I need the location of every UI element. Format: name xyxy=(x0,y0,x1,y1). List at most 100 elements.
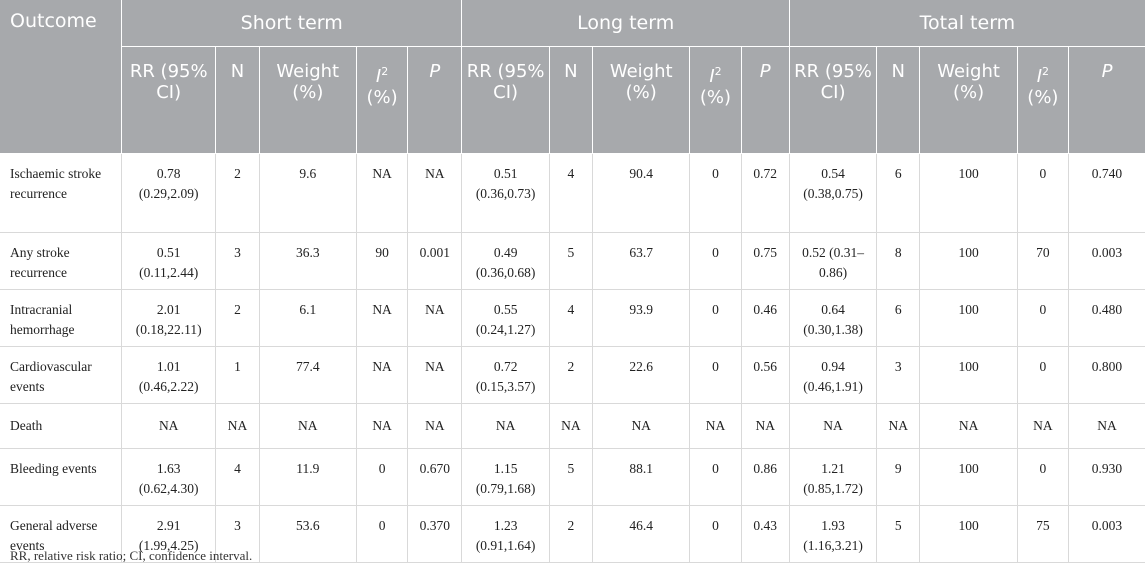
i2-superscript: 2 xyxy=(1042,65,1050,78)
cell-short-weight: NA xyxy=(259,403,357,449)
cell-long-n: 5 xyxy=(549,232,593,290)
cell-total-weight: 100 xyxy=(919,448,1018,506)
outcome-cell: Cardiovascular events xyxy=(0,346,122,404)
cell-long-rr: 1.15 (0.79,1.68) xyxy=(461,448,550,506)
table-row: Intracranial hemorrhage 2.01 (0.18,22.11)… xyxy=(0,289,1145,347)
cell-long-rr: 0.49 (0.36,0.68) xyxy=(461,232,550,290)
table-row: Ischaemic stroke recurrence 0.78 (0.29,2.… xyxy=(0,153,1145,233)
cell-total-rr: 0.54 (0.38,0.75) xyxy=(789,153,878,233)
cell-total-n: 9 xyxy=(876,448,921,506)
cell-long-i2: 0 xyxy=(689,289,742,347)
cell-long-p: 0.43 xyxy=(741,505,790,563)
cell-total-weight: 100 xyxy=(919,232,1018,290)
cell-long-i2: 0 xyxy=(689,505,742,563)
cell-short-n: NA xyxy=(215,403,260,449)
cell-short-i2: 0 xyxy=(356,448,409,506)
cell-long-p: NA xyxy=(741,403,790,449)
cell-long-n: 4 xyxy=(549,289,593,347)
cell-long-p: 0.86 xyxy=(741,448,790,506)
table-row: Any stroke recurrence 0.51 (0.11,2.44) 3 36… xyxy=(0,232,1145,290)
header-row-groups: Outcome Short term Long term Total term xyxy=(0,0,1145,154)
cell-total-n: 8 xyxy=(876,232,921,290)
col-header-rr: RR (95% CI) xyxy=(789,46,878,154)
cell-short-p: 0.670 xyxy=(407,448,463,506)
cell-short-p: NA xyxy=(407,153,463,233)
outcome-cell: Any stroke recurrence xyxy=(0,232,122,290)
table-row: General adverse events 2.91 (1.99,4.25) 3 5… xyxy=(0,505,1145,563)
cell-total-rr: 0.94 (0.46,1.91) xyxy=(789,346,878,404)
group-header-total: Total term xyxy=(789,0,1145,47)
cell-total-i2: 0 xyxy=(1017,448,1069,506)
cell-total-i2: 75 xyxy=(1017,505,1069,563)
col-header-rr: RR (95% CI) xyxy=(121,46,217,154)
cell-total-weight: 100 xyxy=(919,153,1018,233)
cell-total-p: 0.003 xyxy=(1068,505,1145,563)
header-row-columns: RR (95% CI) N Weight (%) I2 (%) P RR (95% CI) N… xyxy=(0,46,1145,154)
p-symbol: P xyxy=(759,61,771,82)
cell-total-i2: 0 xyxy=(1017,153,1069,233)
col-header-p: P xyxy=(1068,46,1145,154)
table-row: Cardiovascular events 1.01 (0.46,2.22) 1 77… xyxy=(0,346,1145,404)
cell-long-n: 2 xyxy=(549,346,593,404)
cell-short-i2: 90 xyxy=(356,232,409,290)
cell-long-n: 5 xyxy=(549,448,593,506)
cell-short-weight: 36.3 xyxy=(259,232,357,290)
cell-long-i2: 0 xyxy=(689,448,742,506)
table-row: Death NA NA NA NA NA NA NA NA NA NA NA NA NA NA NA xyxy=(0,403,1145,449)
cell-total-p: NA xyxy=(1068,403,1145,449)
col-header-n: N xyxy=(549,46,593,154)
outcome-cell: Death xyxy=(0,403,122,449)
cell-long-weight: 63.7 xyxy=(592,232,691,290)
cell-short-i2: NA xyxy=(356,289,409,347)
col-header-weight: Weight (%) xyxy=(919,46,1018,154)
cell-total-weight: 100 xyxy=(919,346,1018,404)
cell-total-rr: 1.21 (0.85,1.72) xyxy=(789,448,878,506)
col-header-p: P xyxy=(741,46,790,154)
cell-total-i2: 0 xyxy=(1017,346,1069,404)
cell-total-rr: 0.64 (0.30,1.38) xyxy=(789,289,878,347)
cell-short-p: 0.370 xyxy=(407,505,463,563)
outcome-cell: Ischaemic stroke recurrence xyxy=(0,153,122,233)
cell-long-p: 0.75 xyxy=(741,232,790,290)
cell-long-i2: NA xyxy=(689,403,742,449)
cell-short-p: 0.001 xyxy=(407,232,463,290)
cell-total-rr: NA xyxy=(789,403,878,449)
i2-symbol: I xyxy=(1036,66,1043,87)
cell-total-weight: 100 xyxy=(919,505,1018,563)
cell-long-rr: 0.55 (0.24,1.27) xyxy=(461,289,550,347)
cell-short-rr: 2.91 (1.99,4.25) xyxy=(121,505,217,563)
p-symbol: P xyxy=(1101,61,1113,82)
i2-superscript: 2 xyxy=(714,65,722,78)
cell-short-rr: 0.51 (0.11,2.44) xyxy=(121,232,217,290)
cell-total-weight: NA xyxy=(919,403,1018,449)
col-header-i2: I2 (%) xyxy=(356,46,409,154)
cell-long-i2: 0 xyxy=(689,346,742,404)
col-header-rr: RR (95% CI) xyxy=(461,46,550,154)
cell-short-rr: 0.78 (0.29,2.09) xyxy=(121,153,217,233)
cell-short-weight: 77.4 xyxy=(259,346,357,404)
cell-total-n: NA xyxy=(876,403,921,449)
cell-long-weight: NA xyxy=(592,403,691,449)
cell-long-i2: 0 xyxy=(689,232,742,290)
cell-short-i2: NA xyxy=(356,403,409,449)
cell-long-p: 0.46 xyxy=(741,289,790,347)
cell-total-rr: 0.52 (0.31–0.86) xyxy=(789,232,878,290)
cell-short-i2: 0 xyxy=(356,505,409,563)
cell-long-n: 4 xyxy=(549,153,593,233)
cell-long-rr: NA xyxy=(461,403,550,449)
cell-long-n: 2 xyxy=(549,505,593,563)
cell-total-weight: 100 xyxy=(919,289,1018,347)
cell-long-n: NA xyxy=(549,403,593,449)
cell-long-weight: 46.4 xyxy=(592,505,691,563)
col-header-weight: Weight (%) xyxy=(592,46,691,154)
group-header-long: Long term xyxy=(461,0,790,47)
cell-long-weight: 90.4 xyxy=(592,153,691,233)
i2-unit: (%) xyxy=(1027,87,1059,108)
cell-short-weight: 9.6 xyxy=(259,153,357,233)
cell-short-n: 4 xyxy=(215,448,260,506)
cell-long-i2: 0 xyxy=(689,153,742,233)
table-body: Ischaemic stroke recurrence 0.78 (0.29,2.… xyxy=(0,153,1145,563)
cell-short-rr: 2.01 (0.18,22.11) xyxy=(121,289,217,347)
cell-total-n: 6 xyxy=(876,289,921,347)
